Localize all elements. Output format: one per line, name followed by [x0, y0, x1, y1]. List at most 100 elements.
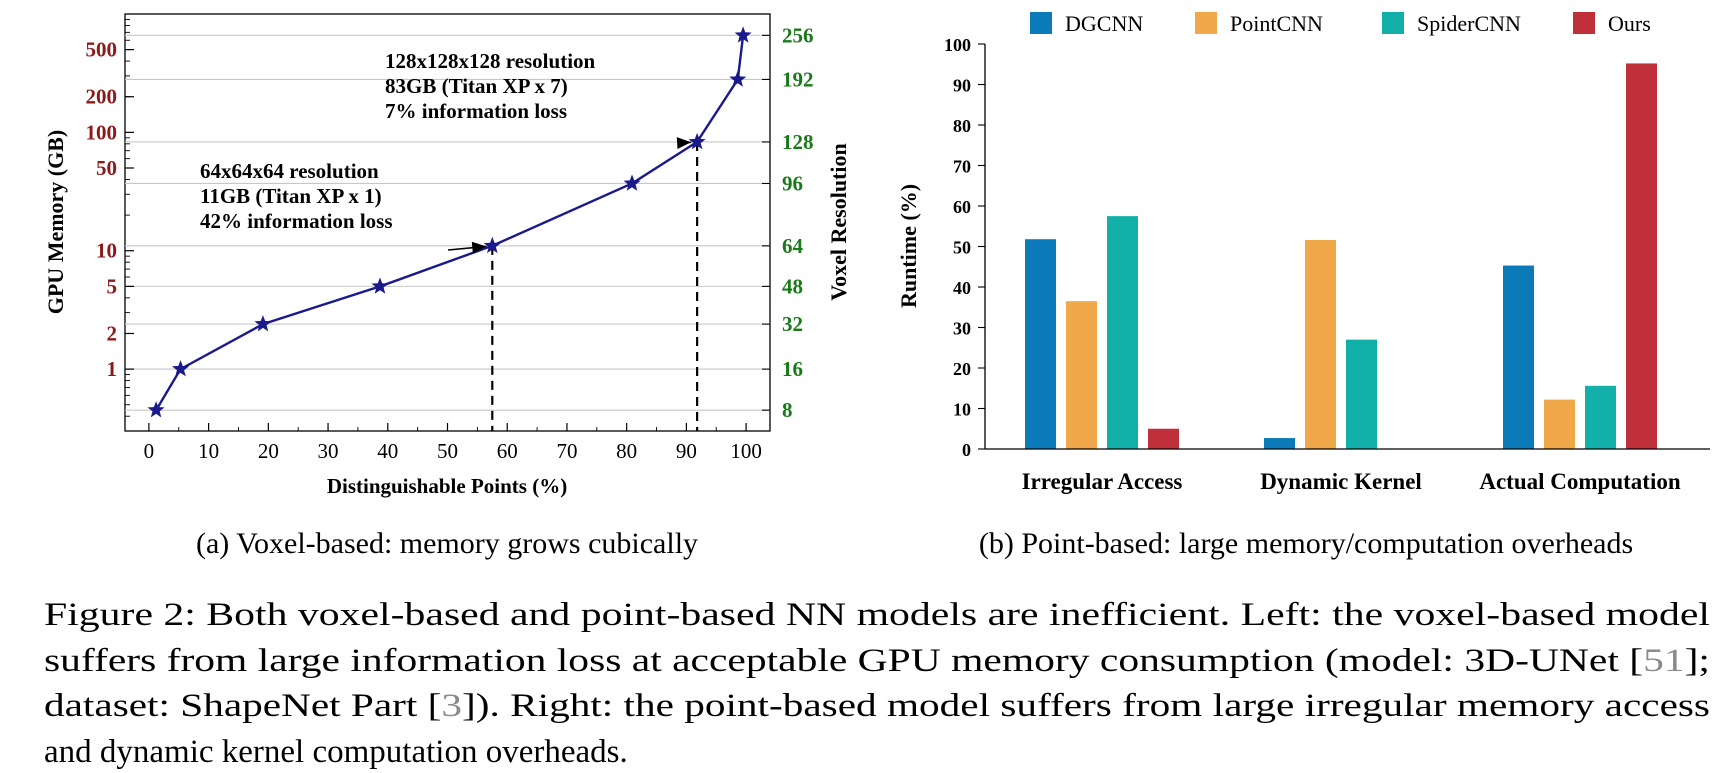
right-y-ticks: 0 10 20 30 40 50 60 70 80 90 100	[944, 35, 985, 460]
x-tick-label: 20	[258, 439, 279, 463]
x-tick-label: 40	[377, 439, 398, 463]
left-minor-ticks	[125, 18, 717, 432]
y-tick-label: 100	[944, 35, 971, 55]
left-x-axis-label: Distinguishable Points (%)	[327, 474, 567, 498]
y-tick-label: 30	[953, 319, 971, 339]
legend-swatch	[1573, 12, 1595, 34]
legend-label: PointCNN	[1230, 11, 1323, 36]
legend-swatch	[1030, 12, 1052, 34]
annotation-text: 7% information loss	[385, 99, 567, 123]
y-tick-label: 70	[953, 157, 971, 177]
citation-3[interactable]: 3	[441, 688, 462, 724]
bar-dgcnn	[1264, 438, 1295, 449]
annotation-text: 83GB (Titan XP x 7)	[385, 74, 568, 98]
y2-tick-label: 256	[782, 23, 814, 47]
bar-dgcnn	[1025, 239, 1056, 449]
citation-51[interactable]: 51	[1643, 643, 1685, 679]
bar-spidercnn	[1107, 216, 1138, 449]
caption-line-2-end: ];	[1685, 643, 1710, 679]
figure-caption: Figure 2: Both voxel-based and point-bas…	[44, 597, 1710, 770]
y-tick-label: 20	[953, 359, 971, 379]
star-marker	[729, 70, 747, 87]
runtime-bars	[1025, 63, 1657, 449]
y-tick-label: 500	[86, 38, 118, 62]
x-tick-label: 30	[318, 439, 339, 463]
caption-line-4: and dynamic kernel computation overheads…	[44, 734, 628, 770]
x-tick-label: 70	[556, 439, 577, 463]
y-tick-label: 5	[107, 274, 118, 298]
y-tick-label: 2	[107, 321, 118, 345]
left-y2-ticks: 8 16 32 48 64 96 128 192 256	[762, 23, 814, 422]
caption-line-3-end: ]). Right: the point-based model suffers…	[462, 688, 1710, 724]
legend-label: SpiderCNN	[1417, 11, 1521, 36]
left-y-axis-label: GPU Memory (GB)	[43, 130, 68, 315]
y-tick-label: 40	[953, 278, 971, 298]
left-star-markers	[147, 26, 752, 418]
annotation-text: 11GB (Titan XP x 1)	[200, 184, 382, 208]
x-tick-label: 80	[616, 439, 637, 463]
right-subcaption: (b) Point-based: large memory/computatio…	[979, 527, 1633, 560]
star-marker	[371, 277, 389, 294]
y2-tick-label: 64	[782, 234, 804, 258]
bar-ours	[1626, 63, 1657, 449]
y2-tick-label: 16	[782, 357, 803, 381]
bar-pointcnn	[1305, 240, 1336, 449]
annotation-text: 128x128x128 resolution	[385, 49, 596, 73]
left-y-ticks: 1 2 5 10 50 100 200 500	[86, 38, 134, 381]
y-tick-label: 50	[953, 238, 971, 258]
caption-line-3: dataset: ShapeNet Part [3]). Right: the …	[44, 688, 1710, 724]
left-y2-axis-label: Voxel Resolution	[826, 143, 851, 300]
y-tick-label: 0	[962, 440, 971, 460]
left-subcaption: (a) Voxel-based: memory grows cubically	[196, 527, 698, 560]
y-tick-label: 1	[107, 357, 118, 381]
star-marker	[483, 236, 501, 254]
left-gridlines	[125, 34, 770, 411]
annotation-arrowhead	[676, 137, 692, 149]
y2-tick-label: 96	[782, 171, 803, 195]
x-tick-label: 0	[144, 439, 155, 463]
x-tick-label: 50	[437, 439, 458, 463]
x-tick-label: 10	[198, 439, 219, 463]
y-tick-label: 10	[96, 239, 117, 263]
caption-line-2-text: suffers from large information loss at a…	[44, 643, 1643, 679]
y2-tick-label: 8	[782, 398, 793, 422]
y-tick-label: 50	[96, 156, 117, 180]
star-marker	[623, 174, 641, 191]
x-tick-label: 100	[730, 439, 762, 463]
bar-ours	[1148, 428, 1179, 449]
star-marker	[254, 315, 272, 332]
star-marker	[688, 132, 706, 150]
caption-line-1: Figure 2: Both voxel-based and point-bas…	[44, 597, 1710, 633]
bar-dgcnn	[1503, 265, 1534, 449]
y2-tick-label: 192	[782, 67, 814, 91]
y-tick-label: 80	[953, 116, 971, 136]
legend-label: DGCNN	[1065, 11, 1143, 36]
bar-legend: DGCNN PointCNN SpiderCNN Ours	[1030, 11, 1651, 36]
right-y-axis-label: Runtime (%)	[896, 184, 921, 308]
y-tick-label: 10	[953, 400, 971, 420]
voxel-memory-chart: 0 10 20 30 40 50 60 70 80 90 100 1251050100200500 …	[43, 13, 851, 498]
star-marker	[172, 360, 190, 377]
x-tick-label: 90	[676, 439, 697, 463]
bar-pointcnn	[1544, 399, 1575, 449]
annotation-arrowhead	[471, 241, 487, 254]
caption-line-2: suffers from large information loss at a…	[44, 643, 1710, 679]
runtime-bar-chart: DGCNN PointCNN SpiderCNN Ours 0 10 20 30 40 50 60…	[896, 11, 1710, 494]
left-dashed-lines	[491, 141, 699, 431]
star-marker	[147, 401, 165, 418]
x-tick-label: 60	[497, 439, 518, 463]
bar-spidercnn	[1346, 339, 1377, 449]
legend-label: Ours	[1608, 11, 1651, 36]
left-x-ticks: 0 10 20 30 40 50 60 70 80 90 100	[144, 423, 762, 463]
legend-swatch	[1382, 12, 1404, 34]
y2-tick-label: 32	[782, 312, 803, 336]
caption-line-3-text: dataset: ShapeNet Part [	[44, 688, 441, 724]
bar-spidercnn	[1585, 385, 1616, 449]
y-tick-label: 100	[86, 120, 118, 144]
y-tick-label: 200	[86, 85, 118, 109]
y-tick-label: 90	[953, 76, 971, 96]
annotation-text: 42% information loss	[200, 209, 393, 233]
y2-tick-label: 128	[782, 130, 814, 154]
